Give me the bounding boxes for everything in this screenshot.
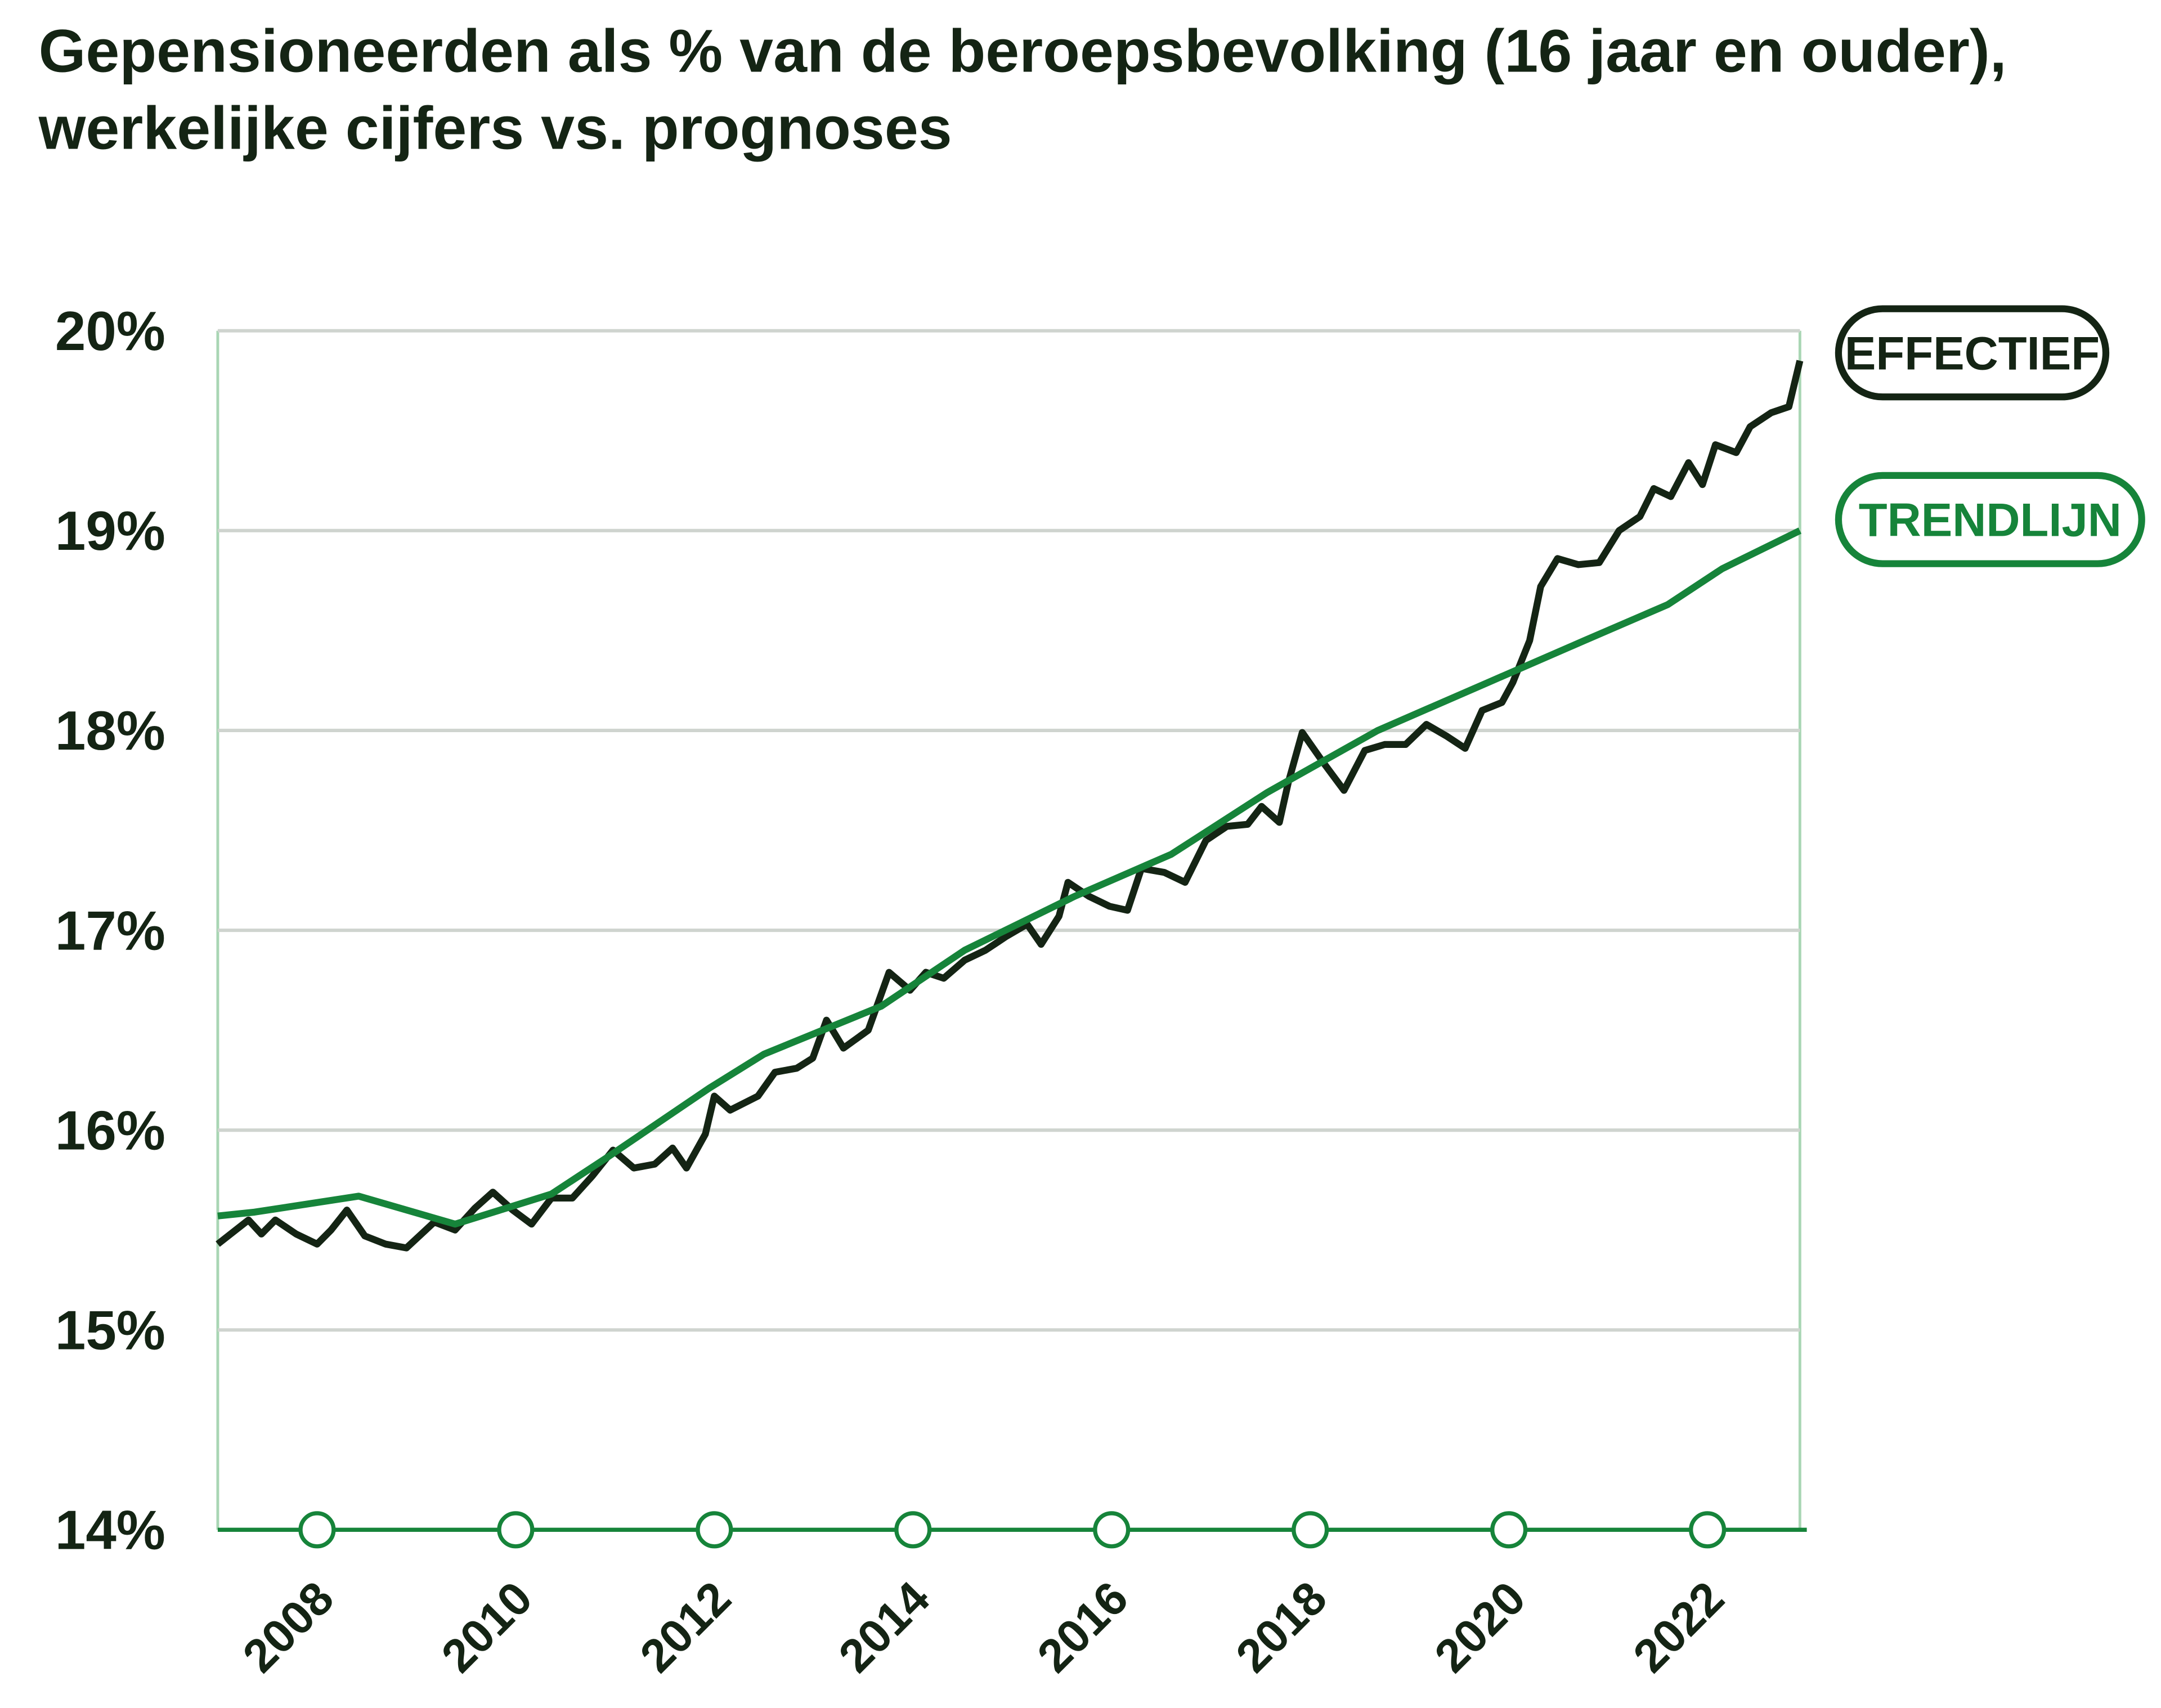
y-tick-label: 17% <box>55 899 165 961</box>
title-box: Gepensioneerden als % van de beroepsbevo… <box>38 17 2007 163</box>
y-tick-label: 14% <box>55 1499 165 1561</box>
x-tick-label: 2014 <box>829 1572 940 1683</box>
x-tick-label: 2022 <box>1623 1572 1734 1683</box>
y-tick-label: 19% <box>55 500 165 562</box>
legend-label: TRENDLIJN <box>1859 494 2122 546</box>
x-tick-label: 2016 <box>1028 1572 1138 1683</box>
x-tick-marker <box>1490 1511 1528 1549</box>
x-tick-marker <box>1689 1511 1727 1549</box>
legend-box <box>1835 305 2110 401</box>
chart-title: Gepensioneerden als % van de beroepsbevo… <box>38 17 2007 163</box>
line-series <box>216 360 1804 1252</box>
x-tick-marker <box>497 1511 535 1549</box>
legend-box <box>1835 472 2145 567</box>
x-tick-label: 2018 <box>1226 1572 1337 1683</box>
x-tick-marker <box>1093 1511 1131 1549</box>
x-tick-marker <box>298 1511 336 1549</box>
y-tick-label: 16% <box>55 1099 165 1161</box>
legend-label: EFFECTIEF <box>1845 327 2100 379</box>
x-tick-label: 2012 <box>630 1572 741 1683</box>
y-tick-label: 15% <box>55 1299 165 1361</box>
y-tick-label: 18% <box>55 700 165 761</box>
x-tick-marker <box>1292 1511 1329 1549</box>
x-tick-label: 2008 <box>233 1572 344 1683</box>
x-tick-label: 2020 <box>1424 1572 1535 1683</box>
y-tick-label: 20% <box>55 300 165 362</box>
x-tick-label: 2010 <box>432 1572 543 1683</box>
line-series <box>217 527 1802 1228</box>
x-tick-marker <box>696 1511 733 1549</box>
x-tick-marker <box>894 1511 932 1549</box>
